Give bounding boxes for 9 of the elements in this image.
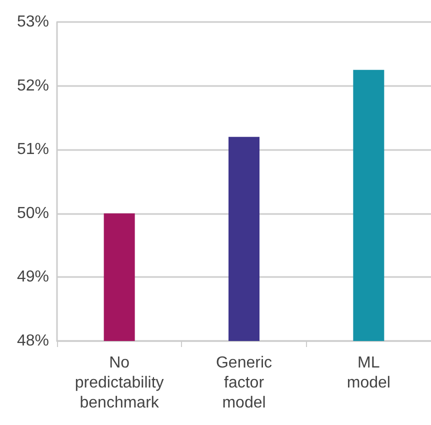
y-tick-label: 53% xyxy=(16,14,49,30)
x-tick-label: ML model xyxy=(346,354,390,392)
y-tick-label: 49% xyxy=(16,268,49,286)
y-tick-label: 51% xyxy=(16,141,49,158)
x-tick-label: No predictability benchmark xyxy=(74,354,164,412)
x-tick-label: Generic factor model xyxy=(216,354,272,412)
y-tick-label: 48% xyxy=(16,332,49,350)
y-tick-label: 50% xyxy=(16,204,49,222)
y-tick-label: 52% xyxy=(16,77,49,94)
